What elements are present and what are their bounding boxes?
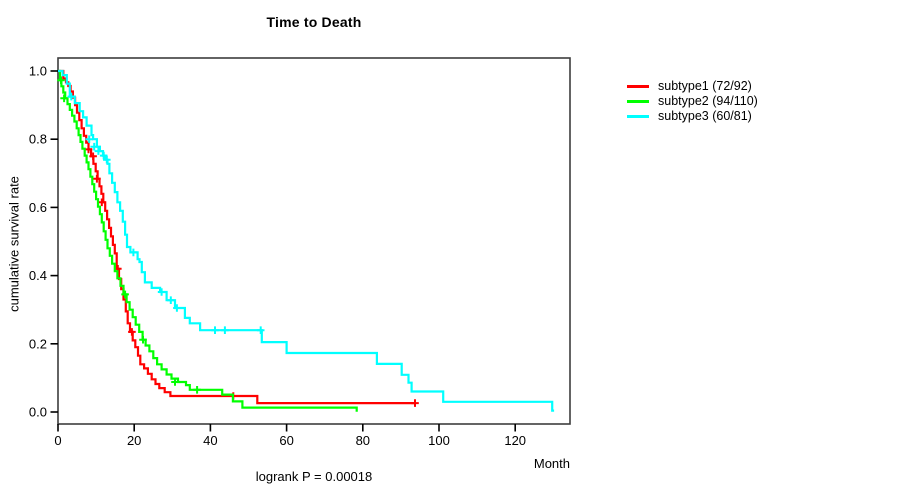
legend: subtype1 (72/92) subtype2 (94/110) subty…: [627, 79, 758, 124]
legend-label-subtype3: subtype3 (60/81): [658, 109, 752, 123]
y-axis-label: cumulative survival rate: [6, 176, 22, 312]
svg-text:1.0: 1.0: [29, 64, 47, 79]
svg-text:40: 40: [203, 433, 217, 448]
chart-title: Time to Death: [266, 14, 362, 30]
subtype1-line-swatch: [627, 85, 649, 88]
svg-text:120: 120: [504, 433, 526, 448]
svg-text:0.6: 0.6: [29, 200, 47, 215]
subtype2-line-swatch: [627, 100, 649, 103]
legend-item-subtype2: subtype2 (94/110): [627, 94, 758, 109]
svg-text:100: 100: [428, 433, 450, 448]
x-axis-label: Month: [533, 456, 570, 471]
svg-text:0.8: 0.8: [29, 132, 47, 147]
legend-item-subtype1: subtype1 (72/92): [627, 79, 758, 94]
svg-text:20: 20: [127, 433, 141, 448]
svg-text:0.4: 0.4: [29, 268, 47, 283]
legend-label-subtype2: subtype2 (94/110): [658, 94, 758, 108]
legend-label-subtype1: subtype1 (72/92): [658, 79, 752, 93]
svg-text:0.2: 0.2: [29, 336, 47, 351]
svg-text:0: 0: [54, 433, 61, 448]
subtype3-line-swatch: [627, 115, 649, 118]
svg-text:80: 80: [356, 433, 370, 448]
svg-text:60: 60: [279, 433, 293, 448]
svg-text:0.0: 0.0: [29, 405, 47, 420]
logrank-p-annotation: logrank P = 0.00018: [255, 469, 373, 484]
legend-item-subtype3: subtype3 (60/81): [627, 109, 758, 124]
